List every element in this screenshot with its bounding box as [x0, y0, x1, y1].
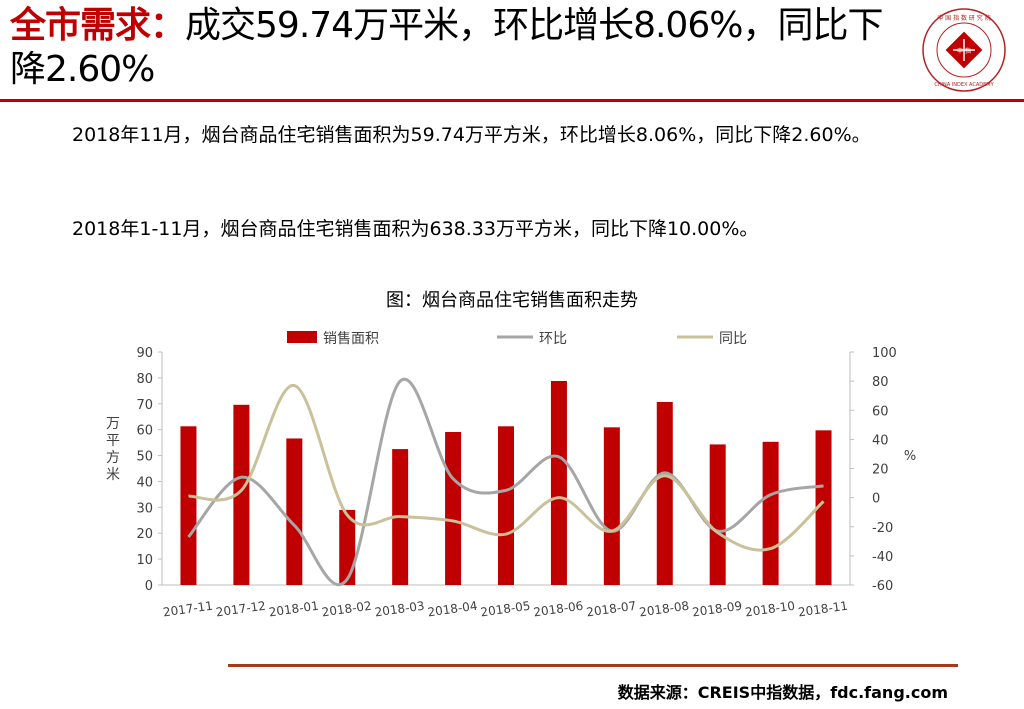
- logo-text-bottom: CHINA INDEX ACADEMY: [934, 82, 994, 88]
- y2-axis-label: %: [904, 449, 916, 464]
- bar-sales-area: [550, 380, 567, 585]
- legend-label: 环比: [539, 331, 567, 347]
- y2-tick-label: 80: [872, 375, 889, 390]
- x-tick-label: 2018-10: [744, 599, 796, 620]
- y2-tick-label: 100: [872, 346, 897, 361]
- bar-sales-area: [445, 431, 462, 585]
- line-yoy: [188, 384, 825, 552]
- bar-sales-area: [498, 426, 514, 585]
- y2-tick-label: 40: [872, 433, 889, 448]
- y-tick-label: 10: [136, 553, 153, 568]
- bar-sales-area: [180, 426, 197, 585]
- x-tick-label: 2018-08: [638, 599, 690, 620]
- slide-title: 全市需求：成交59.74万平米，环比增长8.06%，同比下降2.60%: [10, 4, 910, 92]
- legend-label: 同比: [719, 331, 747, 347]
- bar-sales-area: [286, 438, 303, 585]
- x-tick-label: 2018-09: [691, 599, 743, 620]
- logo-text-top: 中 国 指 数 研 究 院: [937, 14, 990, 22]
- legend-label: 销售面积: [323, 331, 379, 347]
- title-accent: 全市需求：: [10, 5, 186, 46]
- x-tick-label: 2018-11: [797, 599, 849, 620]
- y-tick-label: 20: [136, 527, 153, 542]
- bar-sales-area: [815, 430, 832, 585]
- x-tick-label: 2018-03: [374, 599, 426, 620]
- x-tick-label: 2018-01: [268, 599, 320, 620]
- x-tick-label: 2018-05: [480, 599, 532, 620]
- y-tick-label: 80: [136, 372, 153, 387]
- bar-sales-area: [656, 401, 673, 585]
- chart-title: 图：烟台商品住宅销售面积走势: [386, 290, 638, 311]
- y2-tick-label: 60: [872, 404, 889, 419]
- legend-swatch-bar: [287, 331, 317, 343]
- sales-area-chart: 0 10 20 30 40 50 60 70 80 90 -60 -40 -20 0 20 40 60 80 100…: [106, 331, 916, 620]
- y-tick-label: 30: [136, 501, 153, 516]
- y-tick-label: 40: [136, 475, 153, 490]
- data-source: 数据来源：CREIS中指数据，fdc.fang.com: [617, 683, 948, 702]
- y-tick-label: 60: [136, 424, 153, 439]
- y-axis-label: 万平方米: [106, 416, 120, 483]
- y-tick-label: 50: [136, 450, 153, 465]
- y2-tick-label: -20: [872, 521, 893, 536]
- y-tick-label: 0: [145, 579, 153, 594]
- x-tick-label: 2018-04: [427, 599, 479, 620]
- x-tick-label: 2018-06: [533, 599, 585, 620]
- logo-text-center: 中 指: [957, 47, 971, 55]
- y2-tick-label: 20: [872, 463, 889, 478]
- x-tick-label: 2018-02: [321, 599, 373, 620]
- y2-tick-label: -60: [872, 579, 893, 594]
- y-tick-label: 70: [136, 398, 153, 413]
- title-divider: [0, 99, 1024, 102]
- bar-sales-area: [339, 509, 356, 585]
- bar-sales-area: [709, 444, 726, 585]
- paragraph-monthly: 2018年11月，烟台商品住宅销售面积为59.74万平方米，环比增长8.06%，…: [72, 124, 871, 146]
- bar-sales-area: [603, 427, 620, 585]
- y2-tick-label: 0: [872, 492, 880, 507]
- y2-tick-label: -40: [872, 550, 893, 565]
- x-tick-label: 2017-12: [215, 599, 267, 620]
- x-tick-label: 2018-07: [585, 599, 637, 620]
- bar-sales-area: [762, 441, 779, 585]
- x-tick-label: 2017-11: [162, 599, 214, 620]
- china-index-academy-logo: 中 国 指 数 研 究 院 CHINA INDEX ACADEMY 中 指: [922, 8, 1006, 92]
- title-rest: 成交59.74万平米，环比增长8.06%，同比下降2.60%: [10, 5, 883, 90]
- bar-sales-area: [233, 404, 250, 585]
- footer-divider: [228, 664, 958, 667]
- paragraph-ytd: 2018年1-11月，烟台商品住宅销售面积为638.33万平方米，同比下降10.…: [72, 218, 759, 240]
- y-tick-label: 90: [136, 346, 153, 361]
